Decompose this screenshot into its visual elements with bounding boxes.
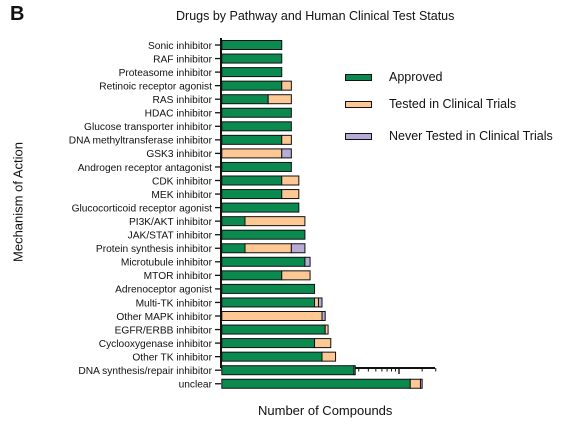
bar-retinoic-receptor-agonist-approved bbox=[221, 80, 283, 91]
legend-swatch-tested bbox=[345, 100, 372, 108]
bar-pi3k-akt-inhibitor-approved bbox=[221, 216, 246, 227]
y-tick-label-glucose-transporter-inhibitor: Glucose transporter inhibitor bbox=[84, 122, 213, 133]
bar-androgen-receptor-antagonist-approved bbox=[221, 161, 292, 172]
y-tick-label-dna-synthesis-repair-inhibitor: DNA synthesis/repair inhibitor bbox=[78, 366, 212, 377]
y-tick-label-other-mapk-inhibitor: Other MAPK inhibitor bbox=[116, 312, 212, 323]
y-tick-label-sonic-inhibitor: Sonic inhibitor bbox=[148, 41, 213, 52]
y-tick-label-unclear: unclear bbox=[179, 380, 213, 391]
y-tick-label-gsk3-inhibitor: GSK3 inhibitor bbox=[146, 149, 212, 160]
y-tick-label-ras-inhibitor: RAS inhibitor bbox=[153, 95, 213, 106]
bar-other-mapk-inhibitor-never-tested-in-clinical-trials bbox=[321, 311, 326, 321]
bar-cyclooxygenase-inhibitor-approved bbox=[221, 338, 316, 349]
legend-item-never-tested: Never Tested in Clinical Trials bbox=[345, 129, 553, 143]
bar-other-tk-inhibitor-approved bbox=[221, 351, 323, 362]
y-tick-label-cyclooxygenase-inhibitor: Cyclooxygenase inhibitor bbox=[99, 339, 213, 350]
legend-swatch-approved bbox=[345, 73, 372, 81]
y-tick-label-retinoic-receptor-agonist: Retinoic receptor agonist bbox=[99, 81, 212, 92]
bar-protein-synthesis-inhibitor-never-tested-in-clinical-trials bbox=[290, 243, 306, 254]
y-tick-label-mtor-inhibitor: MTOR inhibitor bbox=[144, 271, 213, 282]
bar-mek-inhibitor-approved bbox=[221, 189, 283, 200]
bar-hdac-inhibitor-approved bbox=[221, 107, 292, 118]
y-tick-label-protein-synthesis-inhibitor: Protein synthesis inhibitor bbox=[96, 244, 213, 255]
bar-dna-methyltransferase-inhibitor-approved bbox=[221, 134, 283, 145]
bar-jak-stat-inhibitor-approved bbox=[221, 229, 306, 240]
y-tick-label-cdk-inhibitor: CDK inhibitor bbox=[152, 176, 213, 187]
y-tick-label-pi3k-akt-inhibitor: PI3K/AKT inhibitor bbox=[129, 217, 213, 228]
bar-proteasome-inhibitor-approved bbox=[221, 67, 283, 78]
bar-dna-synthesis-repair-inhibitor-tested-in-clinical-trials bbox=[353, 365, 356, 376]
chart-title: Drugs by Pathway and Human Clinical Test… bbox=[176, 9, 455, 23]
bar-unclear-approved bbox=[221, 378, 411, 389]
bar-other-mapk-inhibitor-tested-in-clinical-trials bbox=[221, 311, 323, 321]
bar-mtor-inhibitor-tested-in-clinical-trials bbox=[281, 270, 311, 281]
bar-multi-tk-inhibitor-never-tested-in-clinical-trials bbox=[317, 297, 323, 308]
bar-gsk3-inhibitor-never-tested-in-clinical-trials bbox=[281, 148, 292, 159]
bar-raf-inhibitor-approved bbox=[221, 53, 283, 64]
y-tick-label-proteasome-inhibitor: Proteasome inhibitor bbox=[119, 68, 213, 79]
legend-item-approved: Approved bbox=[345, 70, 443, 84]
y-tick-label-adrenoceptor-agonist: Adrenoceptor agonist bbox=[115, 285, 212, 296]
bar-unclear-tested-in-clinical-trials bbox=[409, 378, 421, 389]
bar-other-tk-inhibitor-tested-in-clinical-trials bbox=[321, 351, 337, 362]
bar-gsk3-inhibitor-tested-in-clinical-trials bbox=[221, 148, 283, 159]
bar-ras-inhibitor-approved bbox=[221, 94, 269, 105]
bar-dna-synthesis-repair-inhibitor-approved bbox=[221, 365, 355, 376]
y-tick-label-egfr-erbb-inhibitor: EGFR/ERBB inhibitor bbox=[115, 325, 213, 336]
y-tick-label-jak-stat-inhibitor: JAK/STAT inhibitor bbox=[128, 231, 213, 242]
legend-label-tested: Tested in Clinical Trials bbox=[389, 97, 517, 111]
bar-cyclooxygenase-inhibitor-tested-in-clinical-trials bbox=[314, 338, 332, 349]
bar-unclear-never-tested-in-clinical-trials bbox=[419, 378, 423, 389]
bar-mek-inhibitor-tested-in-clinical-trials bbox=[281, 189, 300, 200]
bar-multi-tk-inhibitor-approved bbox=[221, 297, 316, 308]
bar-egfr-erbb-inhibitor-approved bbox=[221, 324, 326, 335]
panel-letter: B bbox=[10, 3, 25, 25]
bar-mtor-inhibitor-approved bbox=[221, 270, 283, 281]
y-tick-label-glucocorticoid-receptor-agonist: Glucocorticoid receptor agonist bbox=[72, 203, 213, 214]
bar-pi3k-akt-inhibitor-tested-in-clinical-trials bbox=[244, 216, 306, 227]
bar-cdk-inhibitor-approved bbox=[221, 175, 283, 186]
legend-label-approved: Approved bbox=[389, 70, 443, 84]
y-tick-label-dna-methyltransferase-inhibitor: DNA methyltransferase inhibitor bbox=[69, 136, 213, 147]
bar-adrenoceptor-agonist-approved bbox=[221, 283, 316, 294]
bar-microtubule-inhibitor-approved bbox=[221, 256, 306, 267]
y-tick-label-mek-inhibitor: MEK inhibitor bbox=[151, 190, 212, 201]
bar-dna-methyltransferase-inhibitor-tested-in-clinical-trials bbox=[281, 134, 292, 145]
y-tick-label-hdac-inhibitor: HDAC inhibitor bbox=[145, 109, 213, 120]
y-tick-label-multi-tk-inhibitor: Multi-TK inhibitor bbox=[136, 298, 213, 309]
bar-protein-synthesis-inhibitor-approved bbox=[221, 243, 246, 254]
bar-microtubule-inhibitor-never-tested-in-clinical-trials bbox=[304, 256, 311, 267]
x-axis-label: Number of Compounds bbox=[258, 403, 393, 418]
legend-item-tested: Tested in Clinical Trials bbox=[345, 97, 516, 111]
bar-ras-inhibitor-tested-in-clinical-trials bbox=[267, 94, 292, 105]
bar-glucose-transporter-inhibitor-approved bbox=[221, 121, 292, 132]
bar-protein-synthesis-inhibitor-tested-in-clinical-trials bbox=[244, 243, 292, 254]
y-tick-label-raf-inhibitor: RAF inhibitor bbox=[153, 54, 212, 65]
bar-sonic-inhibitor-approved bbox=[221, 40, 283, 50]
legend-label-never-tested: Never Tested in Clinical Trials bbox=[389, 129, 553, 143]
y-tick-label-other-tk-inhibitor: Other TK inhibitor bbox=[132, 352, 212, 363]
bar-multi-tk-inhibitor-tested-in-clinical-trials bbox=[314, 297, 319, 308]
bar-cdk-inhibitor-tested-in-clinical-trials bbox=[281, 175, 300, 186]
bar-retinoic-receptor-agonist-tested-in-clinical-trials bbox=[281, 80, 292, 91]
y-tick-label-microtubule-inhibitor: Microtubule inhibitor bbox=[121, 258, 213, 269]
y-tick-label-androgen-receptor-antagonist: Androgen receptor antagonist bbox=[78, 163, 212, 174]
bar-egfr-erbb-inhibitor-tested-in-clinical-trials bbox=[324, 324, 329, 335]
legend-swatch-never-tested bbox=[345, 132, 372, 140]
bar-glucocorticoid-receptor-agonist-approved bbox=[221, 202, 300, 213]
